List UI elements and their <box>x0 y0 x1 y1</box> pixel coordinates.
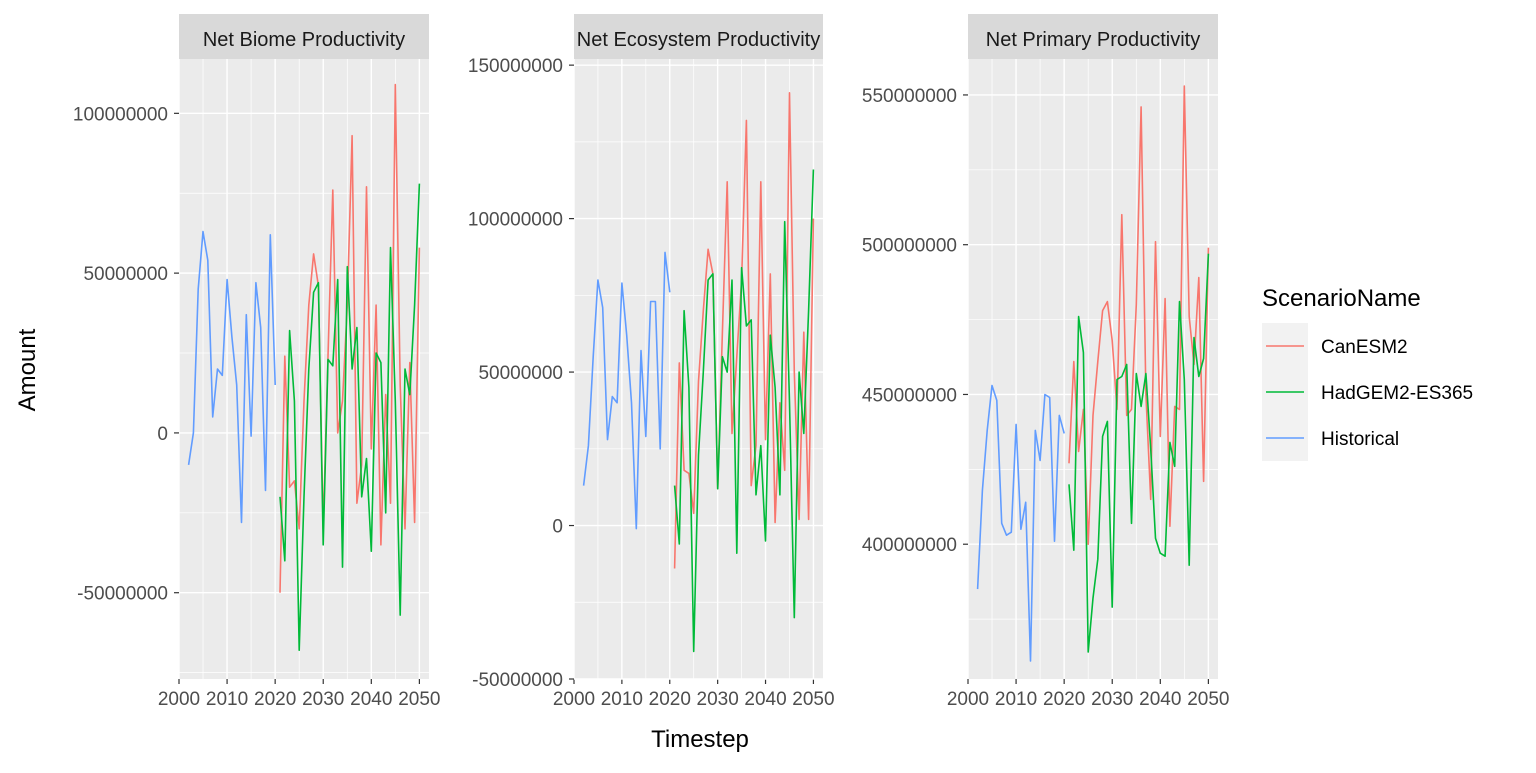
facet-2: Net Ecosystem Productivity 2000 2010 2020 20… <box>468 14 835 710</box>
panel-background <box>179 59 429 679</box>
x-tick-label: 2030 <box>1091 689 1133 710</box>
series-line-hadgem2-es365 <box>673 169 815 653</box>
x-tick-label: 2010 <box>995 689 1037 710</box>
legend-item: HadGEM2-ES365 <box>1262 369 1473 415</box>
facet-3: Net Primary Productivity 2000 2010 2020 2030… <box>862 14 1230 710</box>
series-line-hadgem2-es365 <box>1068 253 1210 653</box>
series-line-historical <box>187 230 276 524</box>
x-tick-label: 2050 <box>792 689 834 710</box>
x-tick-label: 2020 <box>1043 689 1085 710</box>
series-line-historical <box>582 251 671 530</box>
y-tick-label: -50000000 <box>472 670 563 691</box>
x-tick-label: 2000 <box>158 689 200 710</box>
y-tick-label: 550000000 <box>862 86 957 107</box>
legend-items: CanESM2 HadGEM2-ES365 Historical <box>1262 323 1473 461</box>
legend-item: CanESM2 <box>1262 323 1408 369</box>
y-tick-label: 0 <box>552 517 563 538</box>
y-tick-label: 450000000 <box>862 385 957 406</box>
x-tick-label: 2010 <box>206 689 248 710</box>
facet-strip <box>968 14 1218 59</box>
series-line-historical <box>976 384 1065 662</box>
facet-strip <box>574 14 823 59</box>
y-tick-label: 150000000 <box>468 56 563 77</box>
x-tick-label: 2030 <box>302 689 344 710</box>
y-tick-label: 100000000 <box>468 210 563 231</box>
y-tick-label: -50000000 <box>77 584 168 605</box>
x-tick-label: 2040 <box>744 689 786 710</box>
x-tick-label: 2050 <box>1187 689 1229 710</box>
x-tick-label: 2050 <box>398 689 440 710</box>
x-axis-title: Timestep <box>651 726 749 753</box>
facet-title: Net Ecosystem Productivity <box>577 29 820 51</box>
legend-title: ScenarioName <box>1262 285 1421 312</box>
x-tick-label: 2010 <box>601 689 643 710</box>
x-tick-label: 2000 <box>947 689 989 710</box>
legend-label: CanESM2 <box>1321 337 1408 358</box>
y-tick-label: 50000000 <box>478 363 563 384</box>
series-line-canesm2 <box>673 92 815 569</box>
y-tick-label: 0 <box>157 424 168 445</box>
panel-background <box>968 59 1218 679</box>
y-tick-label: 100000000 <box>73 104 168 125</box>
x-tick-label: 2020 <box>254 689 296 710</box>
legend-item: Historical <box>1262 415 1399 461</box>
x-tick-label: 2000 <box>553 689 595 710</box>
x-tick-label: 2030 <box>697 689 739 710</box>
legend-label: Historical <box>1321 429 1399 450</box>
facet-1: Net Biome Productivity 2000 2010 2020 2030 20… <box>73 14 441 710</box>
legend: ScenarioName CanESM2 HadGEM2-ES365 Histori… <box>1262 285 1473 461</box>
legend-label: HadGEM2-ES365 <box>1321 383 1473 404</box>
y-tick-label: 500000000 <box>862 236 957 257</box>
facet-title: Net Biome Productivity <box>203 29 405 51</box>
x-tick-label: 2040 <box>350 689 392 710</box>
y-axis-title: Amount <box>14 328 41 411</box>
facet-strip <box>179 14 429 59</box>
series-line-hadgem2-es365 <box>279 183 421 652</box>
facet-title: Net Primary Productivity <box>986 29 1201 51</box>
y-tick-label: 400000000 <box>862 535 957 556</box>
x-tick-label: 2020 <box>649 689 691 710</box>
series-line-canesm2 <box>279 83 421 593</box>
series-line-canesm2 <box>1068 85 1210 546</box>
x-tick-label: 2040 <box>1139 689 1181 710</box>
y-tick-label: 50000000 <box>83 264 168 285</box>
